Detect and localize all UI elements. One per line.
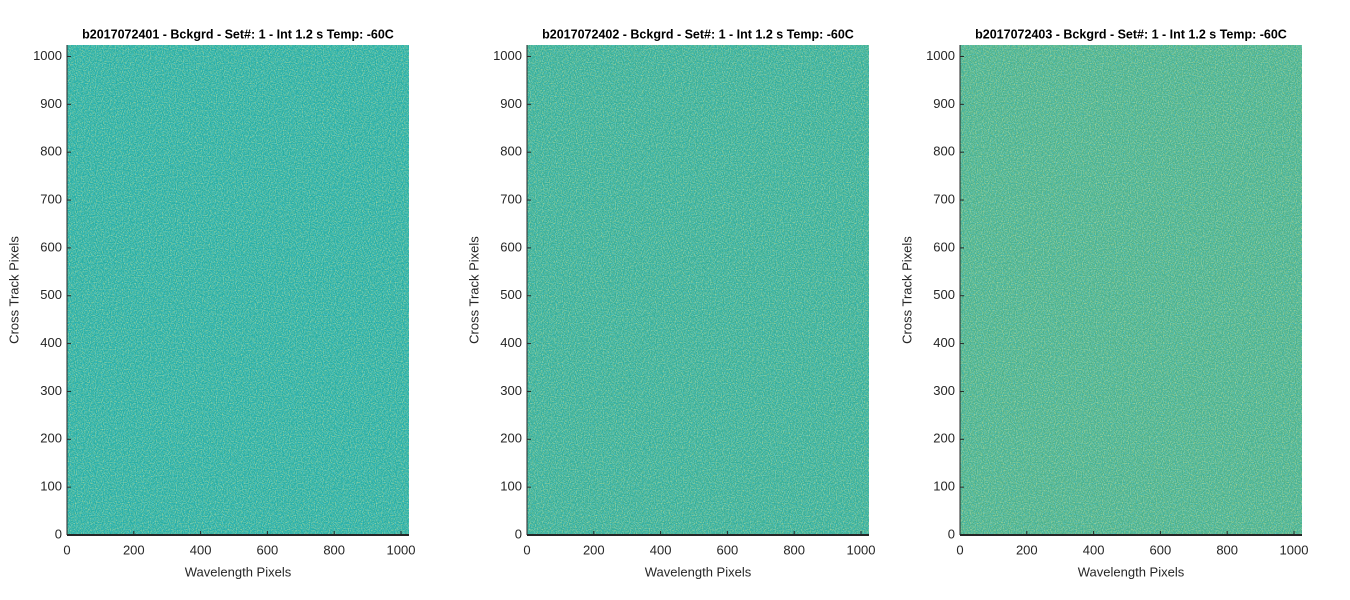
y-tick-label: 900 [40, 96, 62, 111]
x-tick-label: 400 [190, 542, 212, 557]
x-tick-label: 0 [63, 542, 70, 557]
x-tick-label: 1000 [1280, 542, 1309, 557]
x-axis-label: Wavelength Pixels [1078, 564, 1185, 579]
y-tick-label: 1000 [926, 48, 955, 63]
x-tick-label: 0 [523, 542, 530, 557]
y-tick-label: 700 [40, 191, 62, 206]
y-tick-label: 300 [40, 383, 62, 398]
y-tick-label: 800 [933, 144, 955, 159]
y-tick-label: 600 [500, 239, 522, 254]
y-tick-label: 500 [933, 287, 955, 302]
y-tick-label: 400 [933, 335, 955, 350]
y-tick-label: 400 [40, 335, 62, 350]
y-tick-label: 700 [500, 191, 522, 206]
y-tick-label: 200 [933, 431, 955, 446]
image-noise [67, 45, 409, 535]
x-tick-label: 600 [257, 542, 279, 557]
y-tick-label: 1000 [493, 48, 522, 63]
y-tick-label: 900 [500, 96, 522, 111]
image-noise [960, 45, 1302, 535]
y-tick-label: 900 [933, 96, 955, 111]
x-tick-label: 800 [783, 542, 805, 557]
y-tick-label: 800 [40, 144, 62, 159]
y-tick-label: 600 [40, 239, 62, 254]
y-tick-label: 100 [500, 479, 522, 494]
chart-title: b2017072402 - Bckgrd - Set#: 1 - Int 1.2… [542, 27, 854, 41]
y-tick-label: 400 [500, 335, 522, 350]
x-tick-label: 400 [1083, 542, 1105, 557]
x-tick-label: 400 [650, 542, 672, 557]
y-tick-label: 300 [933, 383, 955, 398]
x-tick-label: 200 [123, 542, 145, 557]
x-axis-label: Wavelength Pixels [645, 564, 752, 579]
y-tick-label: 0 [515, 526, 522, 541]
y-tick-label: 500 [500, 287, 522, 302]
panel: 0 100 200 300 400 500 600 700 800 900 1000 0 200 400 6… [466, 27, 875, 579]
y-tick-label: 100 [933, 479, 955, 494]
y-tick-label: 200 [500, 431, 522, 446]
y-axis-label: Cross Track Pixels [6, 236, 21, 344]
y-tick-label: 600 [933, 239, 955, 254]
x-tick-label: 200 [583, 542, 605, 557]
x-tick-label: 600 [717, 542, 739, 557]
x-axis-label: Wavelength Pixels [185, 564, 292, 579]
y-axis-label: Cross Track Pixels [899, 236, 914, 344]
image-noise [527, 45, 869, 535]
y-tick-label: 300 [500, 383, 522, 398]
x-tick-label: 0 [956, 542, 963, 557]
y-tick-label: 100 [40, 479, 62, 494]
x-tick-label: 600 [1150, 542, 1172, 557]
x-tick-label: 200 [1016, 542, 1038, 557]
y-tick-label: 500 [40, 287, 62, 302]
x-tick-label: 800 [1216, 542, 1238, 557]
y-tick-label: 0 [55, 526, 62, 541]
chart-title: b2017072403 - Bckgrd - Set#: 1 - Int 1.2… [975, 27, 1287, 41]
y-tick-label: 0 [948, 526, 955, 541]
chart-title: b2017072401 - Bckgrd - Set#: 1 - Int 1.2… [82, 27, 394, 41]
x-tick-label: 800 [323, 542, 345, 557]
y-tick-label: 1000 [33, 48, 62, 63]
y-tick-label: 800 [500, 144, 522, 159]
panel: 0 100 200 300 400 500 600 700 800 900 1000 0 200 400 6… [899, 27, 1308, 579]
y-axis-label: Cross Track Pixels [466, 236, 481, 344]
y-tick-label: 700 [933, 191, 955, 206]
panel: 0 100 200 300 400 500 600 700 800 900 1000 0 200 400 6… [6, 27, 415, 579]
x-tick-label: 1000 [847, 542, 876, 557]
x-tick-label: 1000 [387, 542, 416, 557]
y-tick-label: 200 [40, 431, 62, 446]
